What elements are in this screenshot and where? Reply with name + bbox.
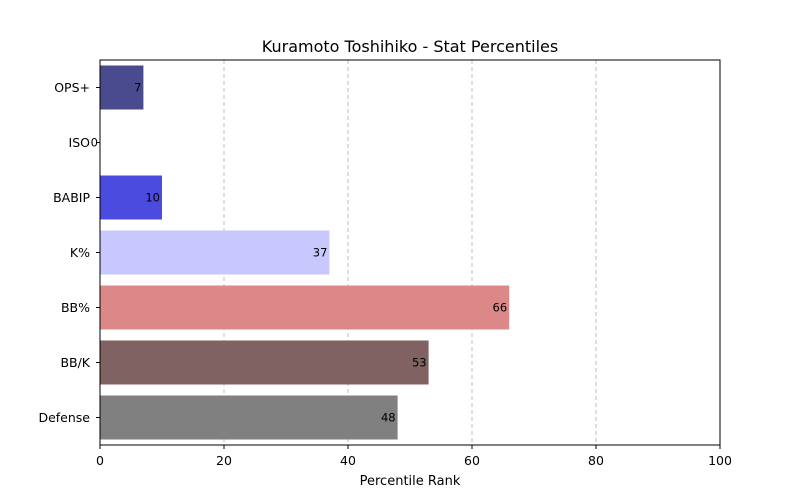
data-label: 0 bbox=[91, 136, 98, 150]
y-tick-label: BB% bbox=[61, 300, 90, 315]
bar bbox=[100, 340, 429, 385]
y-tick-label: ISO bbox=[69, 135, 91, 150]
bar bbox=[100, 395, 398, 440]
data-label: 48 bbox=[381, 411, 396, 425]
data-label: 53 bbox=[412, 356, 427, 370]
y-tick-label: OPS+ bbox=[54, 80, 90, 95]
y-tick-label: Defense bbox=[38, 410, 90, 425]
x-tick-label: 60 bbox=[464, 453, 480, 468]
data-label: 37 bbox=[313, 246, 328, 260]
y-tick-label: BABIP bbox=[53, 190, 90, 205]
bar bbox=[100, 175, 162, 220]
x-tick-label: 80 bbox=[588, 453, 604, 468]
x-tick-label: 0 bbox=[96, 453, 104, 468]
y-tick-label: BB/K bbox=[60, 355, 90, 370]
data-label: 66 bbox=[493, 301, 508, 315]
bars bbox=[100, 65, 510, 440]
chart-title: Kuramoto Toshihiko - Stat Percentiles bbox=[262, 37, 558, 56]
y-axis-ticks: OPS+ ISO BABIP K% BB% BB/K Defense bbox=[38, 80, 100, 425]
x-axis-ticks: 0 20 40 60 80 100 bbox=[96, 445, 732, 468]
plot-frame bbox=[99, 59, 721, 446]
x-tick-label: 20 bbox=[216, 453, 232, 468]
data-labels: 7 0 10 37 66 53 48 bbox=[91, 81, 508, 425]
bar bbox=[100, 65, 144, 110]
x-tick-label: 100 bbox=[708, 453, 732, 468]
data-label: 7 bbox=[134, 81, 141, 95]
y-tick-label: K% bbox=[70, 245, 90, 260]
bar bbox=[100, 285, 510, 330]
x-axis-label: Percentile Rank bbox=[360, 474, 461, 489]
data-label: 10 bbox=[145, 191, 160, 205]
x-tick-label: 40 bbox=[340, 453, 356, 468]
bar bbox=[100, 230, 330, 275]
